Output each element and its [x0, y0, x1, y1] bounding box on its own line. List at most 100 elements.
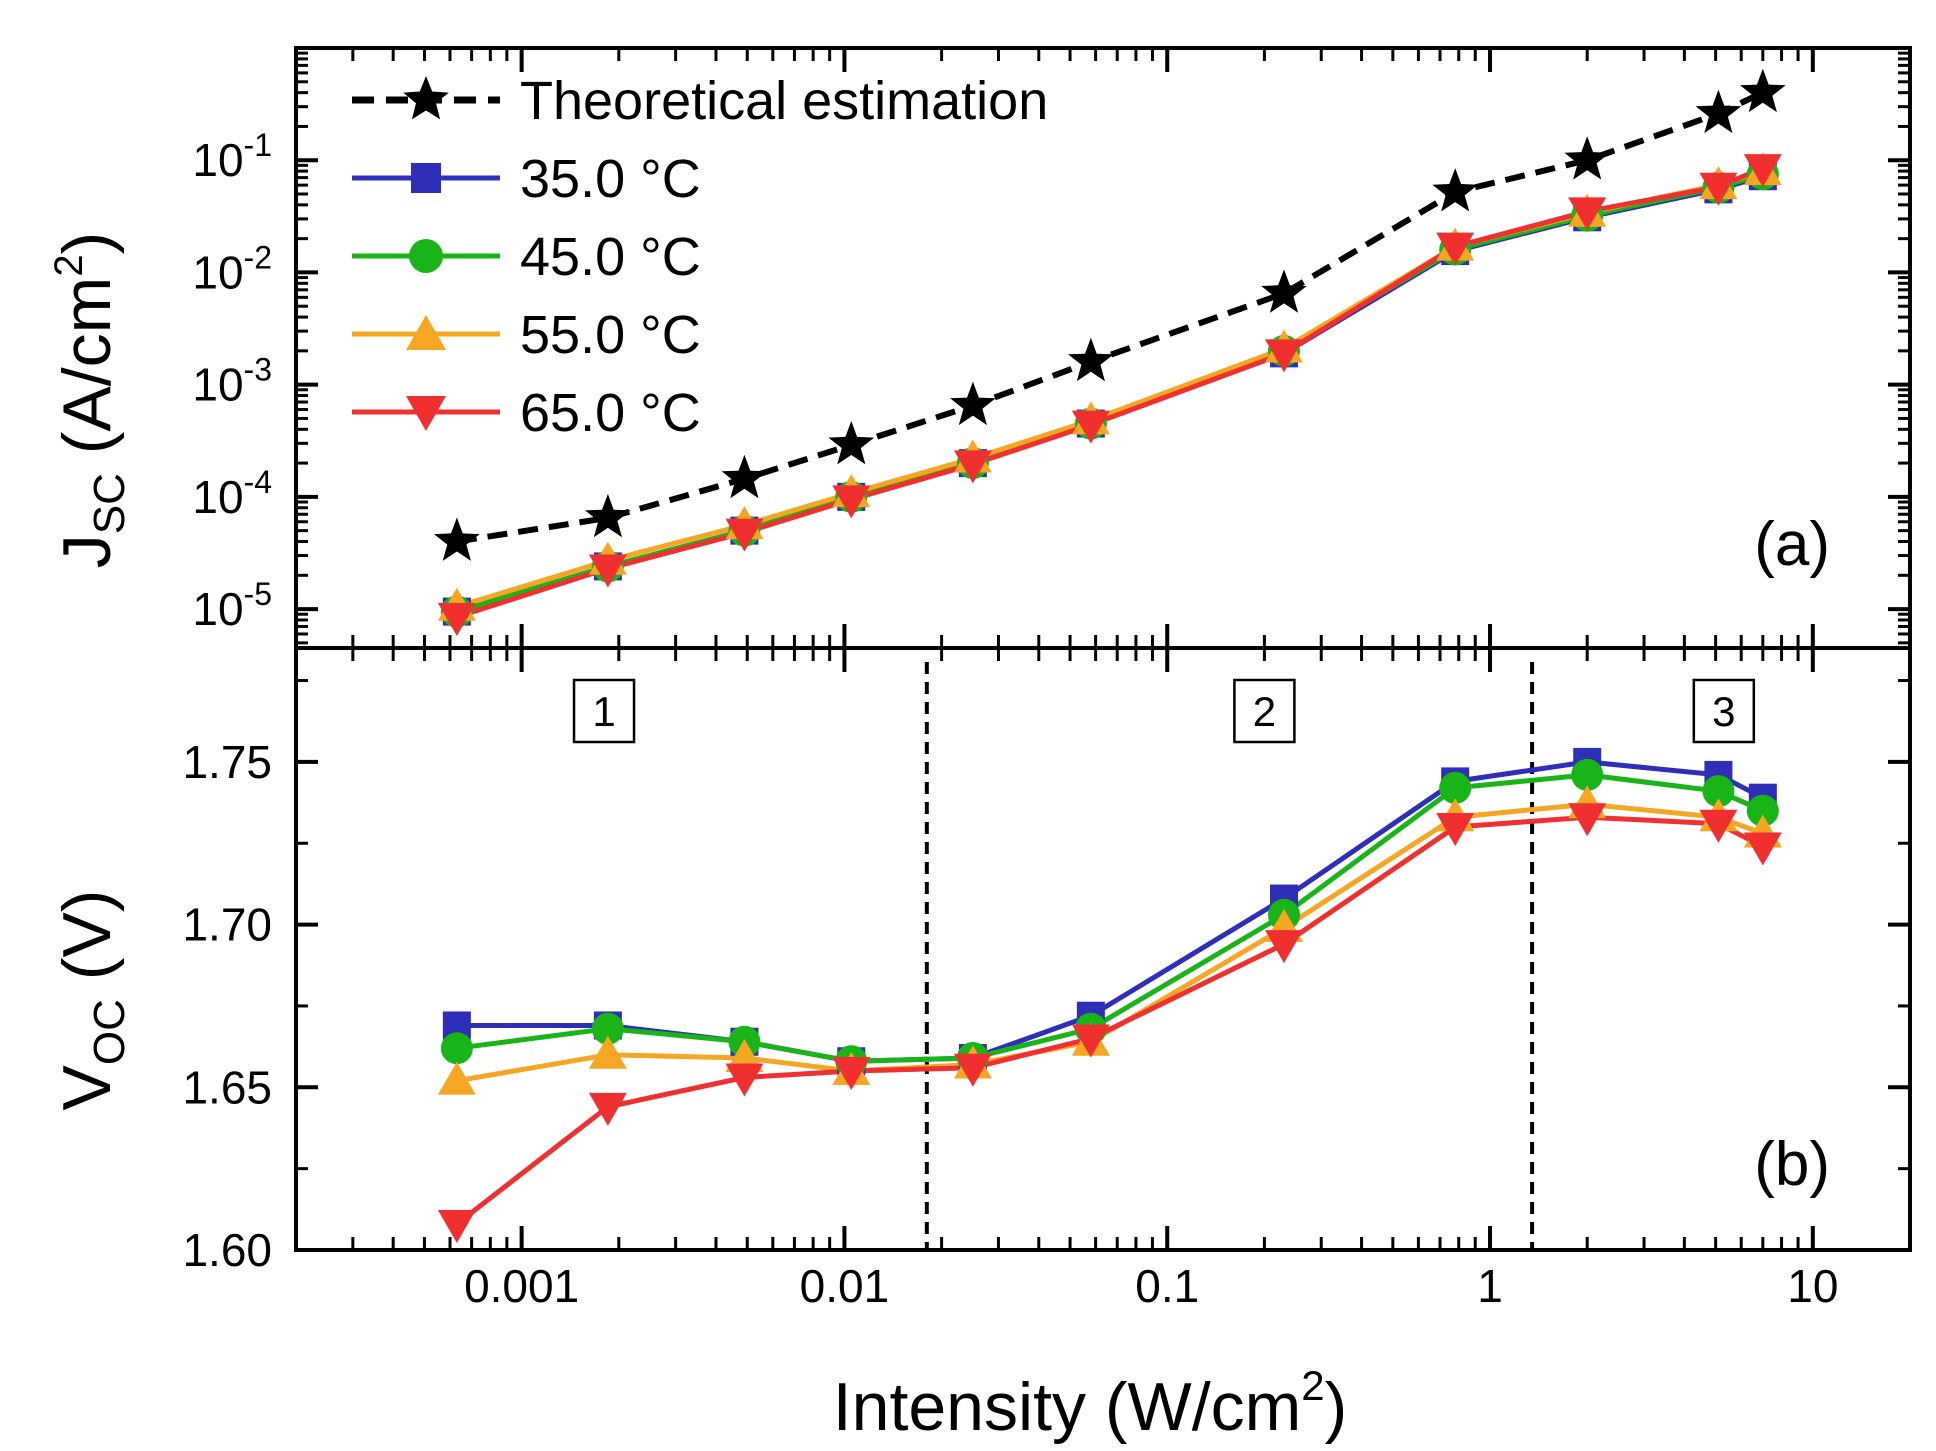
panel-a-data-point-0 — [1432, 168, 1478, 212]
panel-b-data-point-1 — [1439, 771, 1472, 804]
panel-a-data-point-0 — [828, 421, 875, 465]
legend-entry-45c: 45.0 °C — [352, 227, 701, 287]
x-tick-label: 0.001 — [464, 1260, 579, 1312]
panel-b-region-dividers — [924, 662, 1535, 1250]
panel-a-y-tick-labels: 10-5 10-4 10-3 10-2 10-1 — [192, 127, 272, 635]
panel-a-data-point-4 — [1743, 154, 1782, 188]
x-tick-label: 0.01 — [800, 1260, 890, 1312]
panel-b-data-point-3 — [588, 1092, 627, 1126]
region-label-box: 1 — [572, 678, 636, 744]
panel-a-data-point-4 — [1568, 197, 1607, 231]
panel-b-series-line-3 — [455, 814, 1764, 1226]
region-label: 1 — [592, 688, 615, 735]
region-box — [572, 678, 636, 744]
legend-entry-65c: 65.0 °C — [352, 383, 701, 443]
panel-b-data-point-3 — [953, 1053, 992, 1087]
panel-a-major-ticks — [296, 46, 1910, 648]
panel-b-series-line-2 — [456, 801, 1764, 1084]
panel-b-data-point-3 — [1071, 1024, 1110, 1058]
legend-marker-55c — [406, 315, 446, 350]
legend-label-35c: 35.0 °C — [520, 149, 701, 209]
region-label-box: 2 — [1233, 678, 1296, 744]
panel-a-y-axis-title: JSC (A/cm2) — [47, 232, 134, 568]
region-box — [1692, 678, 1756, 744]
panel-a-data-point-4 — [1436, 232, 1475, 266]
x-tick-label: 1 — [1477, 1260, 1503, 1312]
panel-b-data-point-1 — [440, 1032, 473, 1065]
panel-a-jsc-plot: 10-5 10-4 10-3 10-2 10-1 JSC (A/cm2) (a) The… — [47, 46, 1912, 648]
panel-a-data-point-4 — [832, 485, 871, 519]
panel-a-data-point-4 — [1071, 410, 1110, 444]
panel-b-data-point-3 — [1436, 812, 1475, 846]
panel-b-data-point-3 — [1568, 803, 1607, 837]
panel-b-data-point-3 — [437, 1209, 476, 1243]
panel-b-voc-plot: 1.60 1.65 1.70 1.75 0.001 0.01 0.1 1 10 1 2 3 VOC… — [49, 648, 1912, 1445]
panel-a-data-point-4 — [1264, 339, 1303, 373]
legend-label-55c: 55.0 °C — [520, 305, 701, 365]
panel-a-data-point-0 — [950, 381, 996, 426]
panel-b-data-point-2 — [588, 1035, 627, 1069]
legend-label-45c: 45.0 °C — [520, 227, 701, 287]
panel-b-series-markers — [437, 747, 1782, 1243]
legend-entry-theoretical: Theoretical estimation — [352, 71, 1048, 131]
panel-b-data-point-3 — [1743, 832, 1782, 866]
panel-a-data-point-4 — [953, 450, 992, 484]
y-tick-label: 10-1 — [192, 127, 272, 186]
panel-b-frame — [294, 646, 1912, 1252]
y-tick-label: 1.70 — [182, 899, 272, 951]
y-tick-label: 10-5 — [192, 576, 272, 635]
y-tick-label: 1.75 — [182, 736, 272, 788]
region-box — [1233, 678, 1296, 744]
legend-entry-55c: 55.0 °C — [352, 305, 701, 365]
panel-b-data-point-1 — [1571, 758, 1604, 791]
y-tick-label: 1.65 — [182, 1061, 272, 1113]
legend-marker-65c — [406, 396, 446, 431]
panel-a-data-point-0 — [1740, 68, 1786, 113]
panel-b-x-tick-labels: 0.001 0.01 0.1 1 10 — [464, 1260, 1838, 1312]
panel-b-region-labels: 1 2 3 — [572, 678, 1756, 744]
panel-a-data-point-4 — [437, 603, 476, 637]
panel-b-series-lines — [455, 759, 1764, 1226]
legend-marker-theoretical — [403, 76, 449, 120]
panel-b-data-point-1 — [591, 1012, 624, 1045]
panel-a-data-point-0 — [1564, 136, 1610, 180]
panel-b-data-point-3 — [1699, 809, 1738, 843]
y-tick-label: 1.60 — [182, 1224, 272, 1276]
panel-a-series-markers — [434, 68, 1786, 637]
legend-marker-35c — [411, 163, 441, 193]
panel-a-label: (a) — [1754, 510, 1830, 579]
panel-a-data-point-4 — [1699, 172, 1738, 206]
panel-a-data-point-0 — [585, 493, 631, 538]
panel-a-data-point-0 — [434, 517, 480, 561]
panel-b-label: (b) — [1754, 1130, 1830, 1199]
panel-a-data-point-4 — [588, 554, 627, 588]
panel-a-data-point-0 — [1261, 269, 1307, 313]
panel-a-data-point-0 — [721, 454, 768, 499]
x-axis-title: Intensity (W/cm2) — [833, 1362, 1348, 1445]
region-label-box: 3 — [1692, 678, 1756, 744]
y-tick-label: 10-4 — [192, 464, 272, 523]
panel-a-data-point-0 — [1695, 89, 1742, 134]
legend-entry-35c: 35.0 °C — [352, 149, 701, 209]
panel-a-data-point-4 — [725, 518, 764, 552]
x-tick-label: 10 — [1787, 1260, 1838, 1312]
panel-a-data-point-0 — [1068, 337, 1114, 382]
y-tick-label: 10-3 — [192, 352, 272, 411]
legend-label-65c: 65.0 °C — [520, 383, 701, 443]
legend-label-theoretical: Theoretical estimation — [520, 71, 1048, 131]
panel-b-data-point-1 — [1746, 794, 1779, 827]
region-label: 2 — [1253, 688, 1276, 735]
legend: Theoretical estimation 35.0 °C 45.0 °C 5… — [352, 71, 1048, 443]
panel-b-data-point-3 — [1264, 930, 1303, 964]
x-tick-label: 0.1 — [1135, 1260, 1199, 1312]
panel-b-data-point-2 — [437, 1061, 476, 1095]
panel-b-y-tick-labels: 1.60 1.65 1.70 1.75 — [182, 736, 272, 1276]
y-tick-label: 10-2 — [192, 239, 272, 298]
panel-b-data-point-3 — [832, 1057, 871, 1091]
panel-b-data-point-3 — [725, 1063, 764, 1097]
panel-b-data-point-1 — [1702, 775, 1735, 808]
region-label: 3 — [1712, 688, 1735, 735]
panel-b-y-axis-title: VOC (V) — [49, 890, 134, 1111]
legend-marker-45c — [409, 239, 443, 273]
